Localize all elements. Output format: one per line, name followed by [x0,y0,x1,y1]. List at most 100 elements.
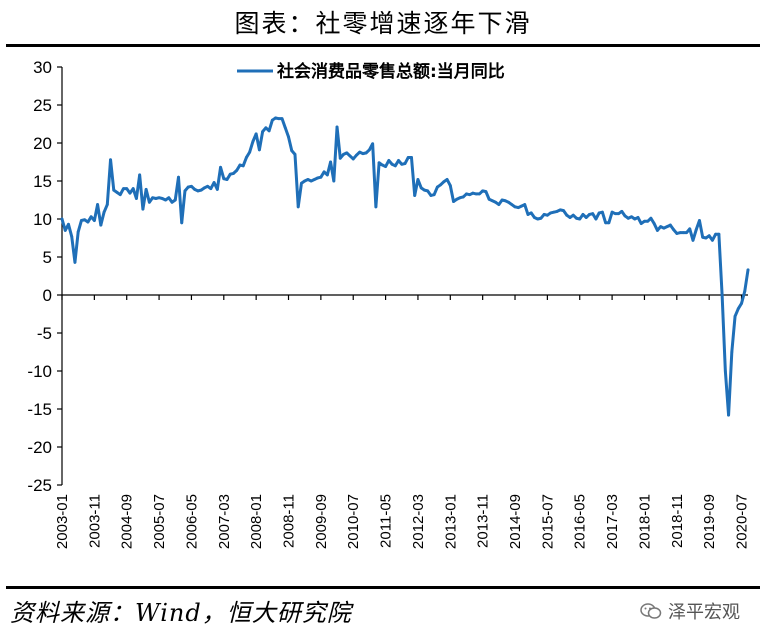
data-point [416,178,420,181]
data-point [164,198,167,202]
data-point [219,165,222,169]
data-point [177,175,180,179]
data-point [723,369,727,373]
x-tick-label: 2010-07 [345,494,362,549]
data-point [623,214,627,218]
data-point [63,229,67,232]
x-axis: 2003-01 2003-11 2004-09 2005-07 2006-05 2007-… [54,294,751,549]
data-point [545,213,549,217]
data-point [678,231,682,235]
data-point [202,186,206,190]
data-point [529,211,533,215]
data-point [345,151,349,155]
data-point [435,185,439,189]
data-point [183,189,187,193]
y-tick-label: 30 [33,58,52,77]
data-point [707,234,711,238]
data-point [151,196,155,200]
data-point [180,221,184,225]
data-point [704,236,708,240]
y-tick-label: 5 [43,248,52,267]
data-point [448,184,452,187]
data-point [351,157,355,161]
data-point [733,314,737,318]
data-point [613,212,617,216]
data-point [96,203,99,206]
data-point [461,195,465,199]
data-point [542,213,546,216]
data-point [138,173,142,177]
data-point [691,238,695,242]
y-tick-label: -20 [27,438,52,457]
data-point [458,196,462,200]
data-point [287,135,290,139]
data-point [283,126,287,130]
data-point [607,221,611,225]
data-point [167,196,171,200]
title-rule [6,44,760,47]
legend-label: 社会消费品零售总额:当月同比 [276,61,505,82]
data-point [490,199,494,203]
data-point [639,222,643,225]
data-point [332,179,336,183]
data-point [128,191,132,195]
data-point [578,217,582,221]
data-point [685,231,688,235]
data-point [322,170,326,174]
data-point [212,181,216,184]
data-point [662,226,666,230]
y-tick-label: 20 [33,134,52,153]
data-point [652,222,656,225]
data-point [600,210,604,214]
y-tick-label: -10 [27,362,52,381]
data-point [384,165,387,168]
data-point [442,180,446,184]
data-point [720,293,724,297]
data-point [186,185,190,189]
data-point [316,176,320,180]
x-tick-label: 2011-05 [378,494,395,548]
data-point [296,205,300,209]
data-point [232,172,235,175]
data-point [636,216,640,219]
data-point [672,228,675,232]
data-point [410,156,413,159]
x-tick-label: 2005-07 [151,494,168,549]
data-point [348,154,352,158]
data-point [617,212,620,216]
data-point [92,219,96,222]
data-point [251,140,255,143]
data-point [306,178,310,181]
data-point [565,213,569,217]
data-point [426,189,430,193]
x-tick-label: 2012-03 [410,494,427,549]
data-point [445,178,449,181]
data-point [60,217,64,221]
data-point [377,161,381,165]
data-point [193,187,197,191]
data-point [588,213,591,216]
data-point [665,225,669,229]
data-point [245,156,248,159]
data-point [261,130,265,134]
data-point [257,148,261,152]
data-point [597,211,601,215]
data-point [293,153,297,156]
y-tick-label: 10 [33,210,52,229]
data-point [523,203,527,206]
x-tick-label: 2013-11 [475,494,492,548]
data-point [303,179,307,183]
data-point [571,213,575,217]
data-point [206,184,210,188]
data-point [280,117,284,121]
data-point [659,225,663,229]
x-tick-label: 2007-03 [216,494,233,549]
data-point [397,159,400,162]
data-point [626,216,630,220]
x-tick-label: 2008-11 [281,494,298,548]
data-point [584,216,588,219]
data-point [468,193,472,197]
data-point [131,187,135,191]
data-point [646,219,650,223]
data-point [338,156,342,160]
